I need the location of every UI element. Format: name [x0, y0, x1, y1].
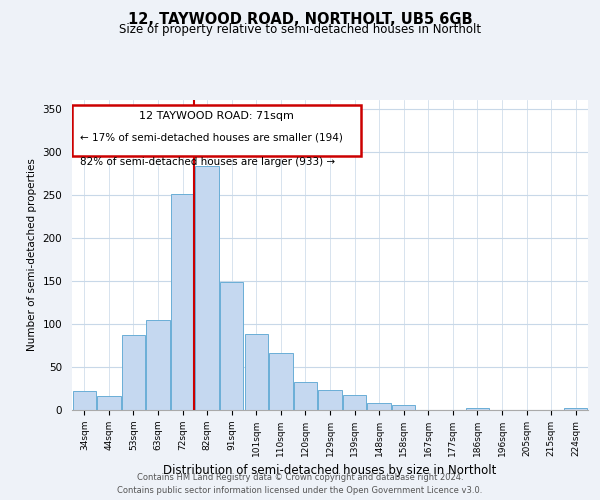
Bar — [294, 382, 317, 410]
Bar — [146, 320, 170, 410]
Bar — [122, 335, 145, 410]
Bar — [319, 390, 341, 410]
Y-axis label: Number of semi-detached properties: Number of semi-detached properties — [27, 158, 37, 352]
Bar — [196, 166, 219, 410]
Text: 82% of semi-detached houses are larger (933) →: 82% of semi-detached houses are larger (… — [80, 158, 335, 168]
Text: ← 17% of semi-detached houses are smaller (194): ← 17% of semi-detached houses are smalle… — [80, 132, 343, 142]
Text: Size of property relative to semi-detached houses in Northolt: Size of property relative to semi-detach… — [119, 22, 481, 36]
Bar — [269, 353, 293, 410]
Bar — [564, 408, 587, 410]
Text: Contains public sector information licensed under the Open Government Licence v3: Contains public sector information licen… — [118, 486, 482, 495]
Bar — [220, 282, 244, 410]
Text: 12, TAYWOOD ROAD, NORTHOLT, UB5 6GB: 12, TAYWOOD ROAD, NORTHOLT, UB5 6GB — [128, 12, 472, 28]
Bar — [73, 391, 96, 410]
Bar — [245, 334, 268, 410]
Bar — [392, 405, 415, 410]
Bar — [171, 194, 194, 410]
Bar — [343, 396, 366, 410]
Bar — [97, 396, 121, 410]
X-axis label: Distribution of semi-detached houses by size in Northolt: Distribution of semi-detached houses by … — [163, 464, 497, 477]
Text: Contains HM Land Registry data © Crown copyright and database right 2024.: Contains HM Land Registry data © Crown c… — [137, 474, 463, 482]
Text: 12 TAYWOOD ROAD: 71sqm: 12 TAYWOOD ROAD: 71sqm — [139, 111, 294, 121]
FancyBboxPatch shape — [72, 104, 361, 156]
Bar — [367, 403, 391, 410]
Bar — [466, 408, 489, 410]
